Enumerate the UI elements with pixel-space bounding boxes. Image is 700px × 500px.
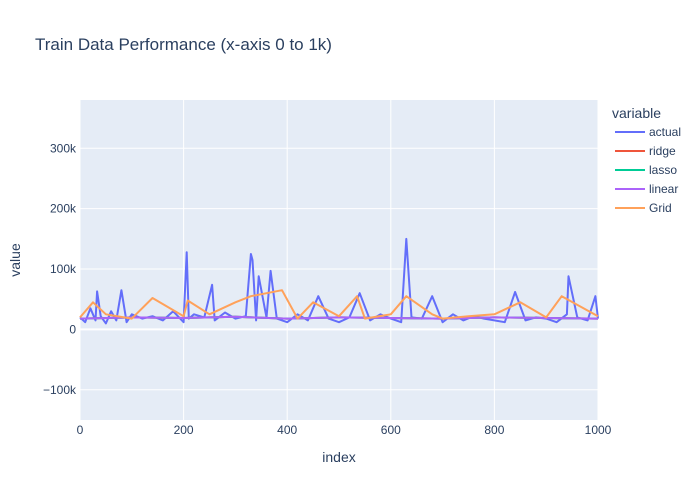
y-axis-title: value — [7, 243, 23, 277]
legend-label-ridge: ridge — [649, 144, 676, 158]
x-tick-label: 1000 — [585, 423, 612, 437]
series-line-linear — [79, 315, 599, 320]
tick-labels: 0 200 400 600 800 1000 −100k 0 100k 200k 300k — [43, 141, 612, 437]
x-tick-label: 200 — [174, 423, 194, 437]
y-tick-label: 200k — [50, 202, 77, 216]
legend-title: variable — [612, 105, 661, 121]
x-tick-label: 800 — [484, 423, 504, 437]
y-tick-label: 300k — [50, 141, 77, 155]
legend-label-linear: linear — [649, 182, 678, 196]
plot-background — [80, 100, 598, 420]
series-line-grid — [79, 289, 599, 320]
series-line-actual — [79, 237, 599, 325]
y-tick-label: 100k — [50, 262, 77, 276]
x-tick-label: 600 — [381, 423, 401, 437]
grid-lines — [79, 100, 599, 420]
x-axis-title: index — [322, 449, 355, 465]
chart-title: Train Data Performance (x-axis 0 to 1k) — [35, 35, 332, 54]
legend-label-grid: Grid — [649, 201, 672, 215]
x-tick-label: 400 — [277, 423, 297, 437]
legend-label-actual: actual — [649, 125, 681, 139]
series-lines — [79, 237, 599, 325]
y-tick-label: 0 — [69, 322, 76, 336]
legend-label-lasso: lasso — [649, 163, 677, 177]
legend: actual ridge lasso linear Grid — [615, 125, 681, 215]
x-tick-label: 0 — [77, 423, 84, 437]
y-tick-label: −100k — [43, 383, 77, 397]
